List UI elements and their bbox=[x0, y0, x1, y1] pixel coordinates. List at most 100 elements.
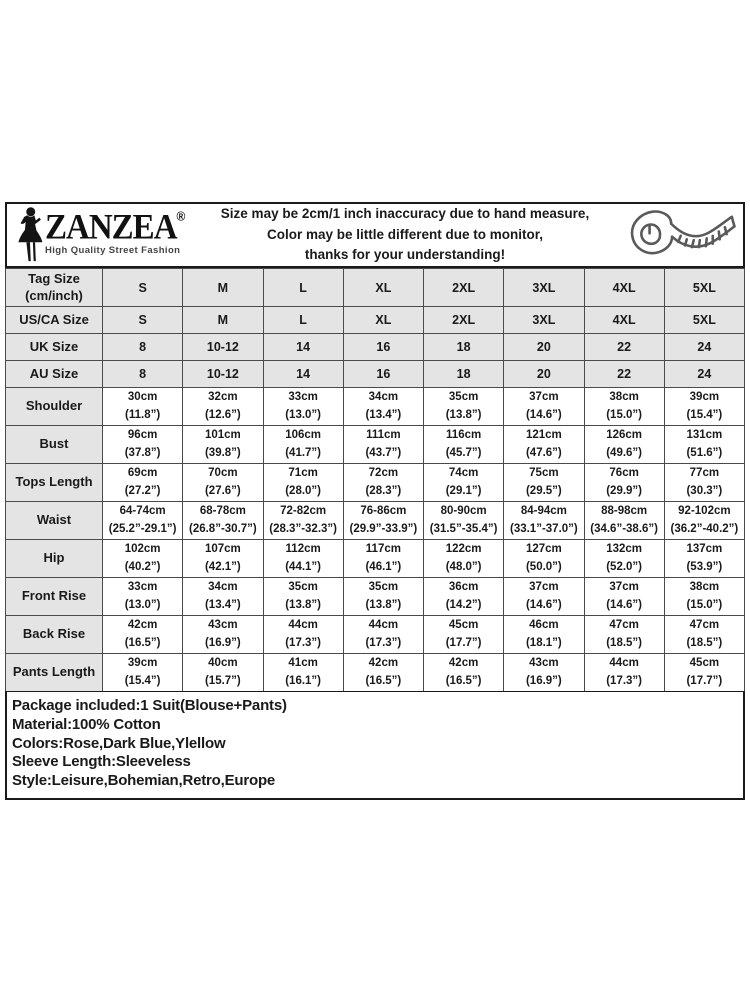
size-cell: 24 bbox=[663, 333, 746, 361]
disclaimer-line: Size may be 2cm/1 inch inaccuracy due to… bbox=[220, 205, 590, 221]
measure-cell: 30cm (11.8”) bbox=[101, 387, 184, 426]
measure-cell: 44cm (17.3”) bbox=[262, 615, 344, 654]
size-table-body: Tag Size (cm/inch) S M L XL 2XL 3XL 4XL 5XL US/CA… bbox=[5, 268, 746, 692]
size-cell: 2XL bbox=[422, 306, 505, 334]
disclaimer-line: Color may be little different due to mon… bbox=[266, 226, 544, 242]
size-cell: 22 bbox=[583, 360, 665, 388]
size-cell: S bbox=[101, 306, 184, 334]
size-cell: 20 bbox=[503, 360, 585, 388]
size-cell: L bbox=[262, 268, 344, 307]
measure-cell: 37cm (14.6”) bbox=[503, 387, 585, 426]
colors-line: Colors:Rose,Dark Blue,Ylellow bbox=[12, 734, 226, 752]
package-included-line: Package included:1 Suit(Blouse+Pants) bbox=[12, 697, 287, 714]
registered-mark: ® bbox=[176, 208, 186, 224]
measure-cell: 127cm (50.0”) bbox=[503, 539, 585, 578]
sleeve-length-line: Sleeve Length:Sleeveless bbox=[12, 753, 191, 771]
size-cell: 3XL bbox=[503, 268, 585, 307]
measure-cell: 43cm (16.9”) bbox=[182, 615, 264, 654]
table-row: Waist 64-74cm (25.2”-29.1”) 68-78cm (26.8”-3… bbox=[5, 501, 746, 540]
measure-cell: 92-102cm (36.2”-40.2”) bbox=[663, 501, 746, 540]
row-label: Tag Size (cm/inch) bbox=[5, 268, 103, 307]
measure-cell: 35cm (13.8”) bbox=[422, 387, 505, 426]
measure-cell: 69cm (27.2”) bbox=[101, 463, 184, 502]
size-cell: 8 bbox=[101, 360, 184, 388]
measure-cell: 39cm (15.4”) bbox=[663, 387, 746, 426]
measure-cell: 74cm (29.1”) bbox=[422, 463, 505, 502]
size-cell: 8 bbox=[101, 333, 184, 361]
row-label: UK Size bbox=[5, 333, 103, 361]
brand-name: ZANZEA® bbox=[45, 208, 185, 248]
measure-cell: 41cm (16.1”) bbox=[262, 653, 344, 692]
measure-cell: 88-98cm (34.6”-38.6”) bbox=[583, 501, 665, 540]
row-label: Waist bbox=[5, 501, 103, 540]
measure-cell: 80-90cm (31.5”-35.4”) bbox=[422, 501, 505, 540]
measure-cell: 33cm (13.0”) bbox=[101, 577, 184, 616]
table-row: AU Size 8 10-12 14 16 18 20 22 24 bbox=[5, 360, 746, 388]
measure-cell: 107cm (42.1”) bbox=[182, 539, 264, 578]
measure-cell: 71cm (28.0”) bbox=[262, 463, 344, 502]
measure-cell: 44cm (17.3”) bbox=[583, 653, 665, 692]
measure-cell: 76cm (29.9”) bbox=[583, 463, 665, 502]
size-cell: 14 bbox=[262, 360, 344, 388]
row-label: US/CA Size bbox=[5, 306, 103, 334]
measure-cell: 37cm (14.6”) bbox=[503, 577, 585, 616]
size-chart-sheet: ZANZEA® High Quality Street Fashion Size… bbox=[5, 202, 746, 800]
measure-cell: 47cm (18.5”) bbox=[583, 615, 665, 654]
disclaimer-line: thanks for your understanding! bbox=[304, 247, 506, 263]
material-line: Material:100% Cotton bbox=[12, 715, 161, 733]
header: ZANZEA® High Quality Street Fashion Size… bbox=[5, 202, 745, 268]
size-cell: 18 bbox=[422, 360, 505, 388]
size-cell: 4XL bbox=[583, 306, 665, 334]
measure-cell: 45cm (17.7”) bbox=[422, 615, 505, 654]
measure-cell: 44cm (17.3”) bbox=[342, 615, 425, 654]
row-label: Front Rise bbox=[5, 577, 103, 616]
measure-cell: 84-94cm (33.1”-37.0”) bbox=[503, 501, 585, 540]
measure-cell: 32cm (12.6”) bbox=[182, 387, 264, 426]
measure-cell: 47cm (18.5”) bbox=[663, 615, 746, 654]
product-details: Package included:1 Suit(Blouse+Pants) Ma… bbox=[5, 691, 745, 800]
size-cell: 20 bbox=[503, 333, 585, 361]
measure-cell: 132cm (52.0”) bbox=[583, 539, 665, 578]
size-cell: L bbox=[262, 306, 344, 334]
table-row: Front Rise 33cm (13.0”) 34cm (13.4”) 35cm (13.… bbox=[5, 577, 746, 616]
measure-cell: 45cm (17.7”) bbox=[663, 653, 746, 692]
measure-cell: 131cm (51.6”) bbox=[663, 425, 746, 464]
size-cell: XL bbox=[342, 306, 425, 334]
measure-cell: 106cm (41.7”) bbox=[262, 425, 344, 464]
measure-cell: 116cm (45.7”) bbox=[422, 425, 505, 464]
measure-cell: 43cm (16.9”) bbox=[503, 653, 585, 692]
brand-logo: ZANZEA® High Quality Street Fashion bbox=[7, 206, 195, 264]
measure-cell: 37cm (14.6”) bbox=[583, 577, 665, 616]
table-row: UK Size 8 10-12 14 16 18 20 22 24 bbox=[5, 333, 746, 361]
measure-cell: 72-82cm (28.3”-32.3”) bbox=[262, 501, 344, 540]
measuring-tape-icon bbox=[615, 207, 743, 263]
row-label: AU Size bbox=[5, 360, 103, 388]
measure-cell: 35cm (13.8”) bbox=[342, 577, 425, 616]
brand-tagline: High Quality Street Fashion bbox=[45, 244, 181, 256]
measure-cell: 111cm (43.7”) bbox=[342, 425, 425, 464]
measure-cell: 34cm (13.4”) bbox=[342, 387, 425, 426]
measure-cell: 76-86cm (29.9”-33.9”) bbox=[342, 501, 425, 540]
measure-cell: 33cm (13.0”) bbox=[262, 387, 344, 426]
table-row: Hip 102cm (40.2”) 107cm (42.1”) 112cm (44.1”) 1… bbox=[5, 539, 746, 578]
table-row: Tops Length 69cm (27.2”) 70cm (27.6”) 71cm (28… bbox=[5, 463, 746, 502]
size-cell: XL bbox=[342, 268, 425, 307]
style-line: Style:Leisure,Bohemian,Retro,Europe bbox=[12, 772, 276, 789]
measure-cell: 42cm (16.5”) bbox=[101, 615, 184, 654]
size-cell: 10-12 bbox=[182, 360, 264, 388]
table-row: Bust 96cm (37.8”) 101cm (39.8”) 106cm (41.7”) 1… bbox=[5, 425, 746, 464]
size-cell: 14 bbox=[262, 333, 344, 361]
measure-cell: 72cm (28.3”) bbox=[342, 463, 425, 502]
measure-cell: 34cm (13.4”) bbox=[182, 577, 264, 616]
size-cell: 3XL bbox=[503, 306, 585, 334]
size-cell: 5XL bbox=[663, 306, 746, 334]
measure-cell: 38cm (15.0”) bbox=[663, 577, 746, 616]
measure-cell: 96cm (37.8”) bbox=[101, 425, 184, 464]
size-cell: 16 bbox=[342, 333, 425, 361]
measure-cell: 101cm (39.8”) bbox=[182, 425, 264, 464]
row-label: Back Rise bbox=[5, 615, 103, 654]
measure-cell: 117cm (46.1”) bbox=[342, 539, 425, 578]
measure-cell: 122cm (48.0”) bbox=[422, 539, 505, 578]
measure-cell: 36cm (14.2”) bbox=[422, 577, 505, 616]
measure-cell: 70cm (27.6”) bbox=[182, 463, 264, 502]
